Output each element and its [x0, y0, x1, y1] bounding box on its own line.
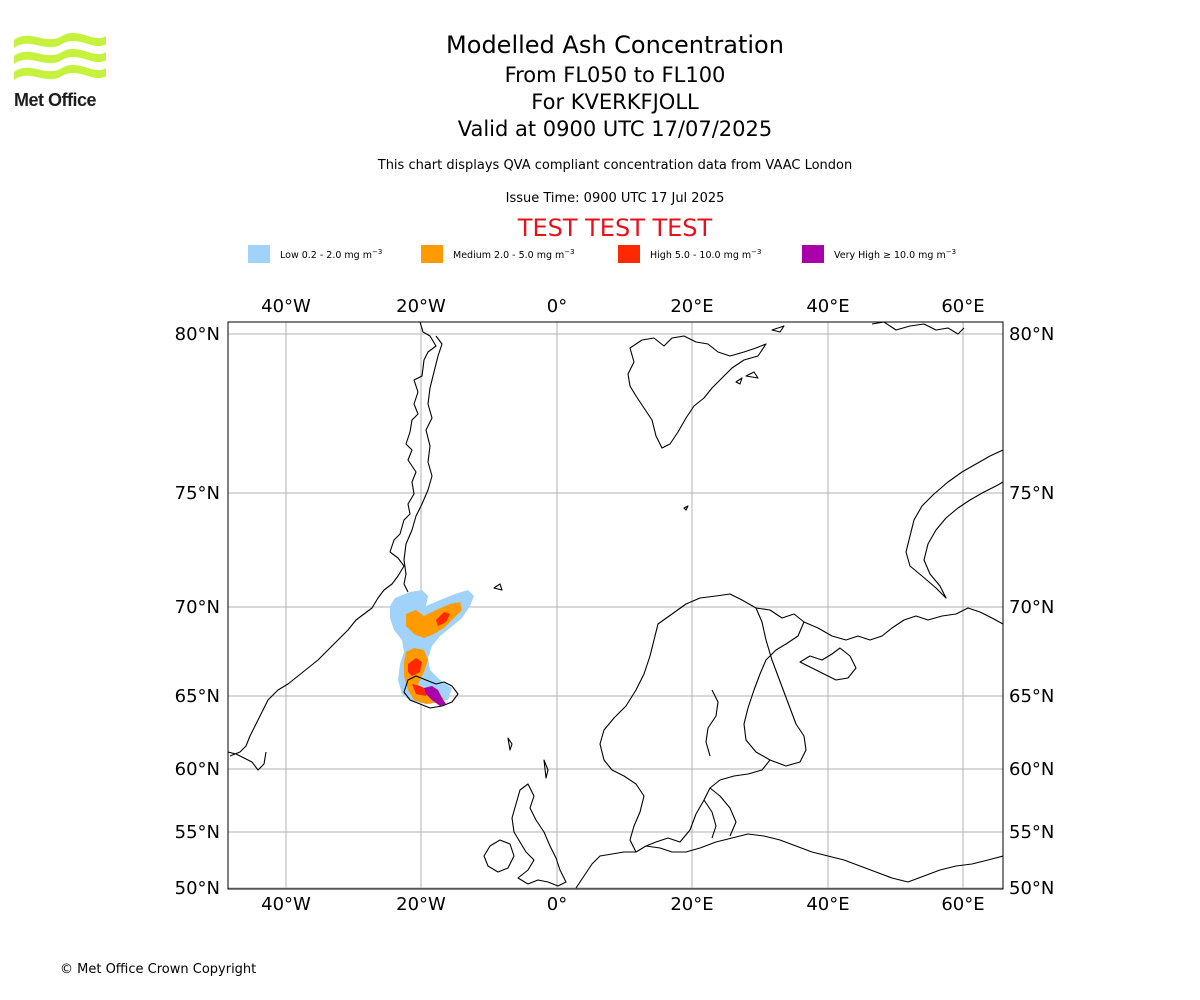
legend-label-low: Low 0.2 - 2.0 mg m [280, 249, 372, 261]
legend-item-very-high: Very High ≥ 10.0 mg m−3 [802, 244, 956, 264]
coastlines [228, 322, 1003, 889]
copyright-notice: © Met Office Crown Copyright [60, 962, 257, 977]
lon-label-top-0: 0° [547, 296, 567, 317]
lat-label-left-80n: 80°N [175, 324, 220, 345]
met-office-waves-icon [14, 32, 106, 80]
lat-label-left-50n: 50°N [175, 878, 220, 899]
coast-nordaustlandet [735, 325, 785, 385]
coast-iceland [403, 675, 459, 709]
lat-labels-left: 80°N 75°N 70°N 65°N 60°N 55°N 50°N [175, 324, 220, 899]
coast-svalbard [627, 335, 767, 449]
lat-labels-right: 80°N 75°N 70°N 65°N 60°N 55°N 50°N [1009, 324, 1054, 899]
lon-labels-top: 40°W 20°W 0° 20°E 40°E 60°E [261, 296, 984, 317]
issue-time: Issue Time: 0900 UTC 17 Jul 2025 [505, 191, 725, 206]
legend-label-medium: Medium 2.0 - 5.0 mg m [453, 249, 565, 261]
lon-label-bottom-0: 0° [547, 894, 567, 915]
lon-label-bottom-60e: 60°E [941, 894, 984, 915]
met-office-logo: Met Office [14, 30, 110, 112]
lat-label-right-75n: 75°N [1009, 483, 1054, 504]
volcano-name: For KVERKFJOLL [531, 90, 699, 114]
ash-very-high-concentration-area [424, 686, 446, 706]
coast-novaya-zemlya [905, 449, 1003, 599]
legend-swatch-high [618, 245, 640, 263]
coast-continental-europe [575, 833, 1003, 889]
lon-label-top-40e: 40°E [806, 296, 849, 317]
lon-label-top-20w: 20°W [396, 296, 446, 317]
coast-white-sea [799, 647, 857, 681]
lat-label-right-65n: 65°N [1009, 686, 1054, 707]
lon-label-bottom-40w: 40°W [261, 894, 311, 915]
legend-exponent: −3 [564, 247, 575, 256]
legend-swatch-very-high [802, 245, 824, 263]
test-banner: TEST TEST TEST [517, 214, 713, 242]
coast-shetland [543, 759, 549, 779]
legend-exponent: −3 [751, 247, 762, 256]
map-frame-background [228, 322, 1003, 889]
lon-label-bottom-20e: 20°E [670, 894, 713, 915]
disclaimer-text: This chart displays QVA compliant concen… [377, 158, 853, 173]
lon-label-top-60e: 60°E [941, 296, 984, 317]
coast-gulf-bothnia [705, 689, 719, 757]
coast-jan-mayen [683, 505, 689, 511]
legend-exponent: −3 [945, 247, 957, 256]
lat-label-right-50n: 50°N [1009, 878, 1054, 899]
lat-label-right-55n: 55°N [1009, 822, 1054, 843]
lon-label-bottom-40e: 40°E [806, 894, 849, 915]
coast-baltic [703, 787, 737, 839]
valid-time: Valid at 0900 UTC 17/07/2025 [457, 117, 773, 141]
lon-label-top-20e: 20°E [670, 296, 713, 317]
lat-label-left-55n: 55°N [175, 822, 220, 843]
chart-title-block: Modelled Ash Concentration From FL050 to… [0, 28, 1200, 143]
legend-item-medium: Medium 2.0 - 5.0 mg m−3 [421, 244, 575, 264]
legend-exponent: −3 [372, 247, 383, 256]
lat-label-left-65n: 65°N [175, 686, 220, 707]
lat-label-left-75n: 75°N [175, 483, 220, 504]
lat-label-right-70n: 70°N [1009, 597, 1054, 618]
coast-kola [803, 607, 1003, 641]
map-gridlines [228, 322, 1003, 889]
coast-greenland [228, 322, 437, 771]
coast-finland [755, 607, 807, 767]
lat-label-left-60n: 60°N [175, 759, 220, 780]
coast-scandinavia [599, 593, 805, 853]
chart-title: Modelled Ash Concentration [446, 31, 784, 59]
coast-greenland-east [403, 335, 443, 593]
legend-label-very-high: Very High ≥ 10.0 mg m [834, 249, 946, 261]
coast-ireland [483, 839, 515, 873]
lat-label-left-70n: 70°N [175, 597, 220, 618]
lon-label-top-40w: 40°W [261, 296, 311, 317]
legend-swatch-medium [421, 245, 443, 263]
map-frame [227, 321, 1004, 890]
legend-item-low: Low 0.2 - 2.0 mg m−3 [248, 244, 382, 264]
met-office-logo-text: Met Office [14, 90, 97, 110]
flight-level-range: From FL050 to FL100 [504, 63, 726, 87]
ash-high-concentration-area [408, 612, 450, 696]
legend-swatch-low [248, 245, 270, 263]
coast-franz-josef-land [871, 322, 965, 335]
legend-label-high: High 5.0 - 10.0 mg m [650, 249, 752, 261]
lon-labels-bottom: 40°W 20°W 0° 20°E 40°E 60°E [261, 894, 984, 915]
coast-great-britain [511, 783, 567, 887]
lat-label-right-60n: 60°N [1009, 759, 1054, 780]
lon-label-bottom-20w: 20°W [396, 894, 446, 915]
coast-faroe [493, 583, 513, 751]
legend-item-high: High 5.0 - 10.0 mg m−3 [618, 244, 762, 264]
lat-label-right-80n: 80°N [1009, 324, 1054, 345]
